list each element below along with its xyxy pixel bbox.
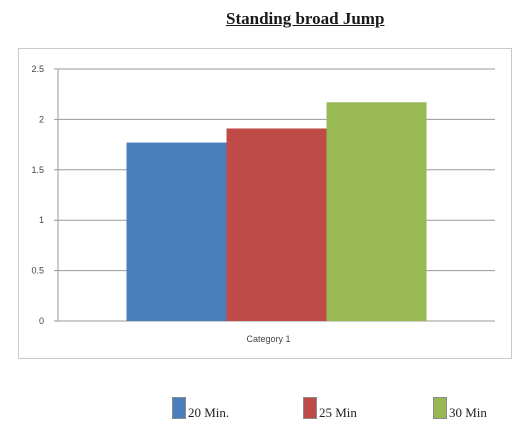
legend-swatch-20-min <box>172 397 186 419</box>
legend-label-20-min: 20 Min. <box>188 405 230 420</box>
chart-area <box>18 48 512 359</box>
legend-swatch-30-min <box>433 397 447 419</box>
legend-item-25-min: 25 Min <box>303 395 357 421</box>
legend-label-25-min: 25 Min <box>319 405 357 420</box>
y-tick-label: 1.5 <box>31 165 44 175</box>
y-tick-label: 1 <box>39 215 44 225</box>
y-tick-label: 2 <box>39 114 44 124</box>
bar-30-min <box>326 102 427 321</box>
y-tick-label: 2.5 <box>31 64 44 74</box>
bar-25-min <box>226 128 327 321</box>
y-tick-label: 0 <box>39 316 44 326</box>
bar-20-min <box>126 142 227 321</box>
x-tick-label: Category 1 <box>246 334 290 344</box>
legend-item-30-min: 30 Min <box>433 395 487 421</box>
legend-label-30-min: 30 Min <box>449 405 487 420</box>
legend-swatch-25-min <box>303 397 317 419</box>
chart-title: Standing broad Jump <box>226 9 385 28</box>
legend-item-20-min: 20 Min. <box>172 395 229 421</box>
y-tick-label: 0.5 <box>31 266 44 276</box>
legend: 20 Min. 25 Min 30 Min <box>0 395 513 425</box>
